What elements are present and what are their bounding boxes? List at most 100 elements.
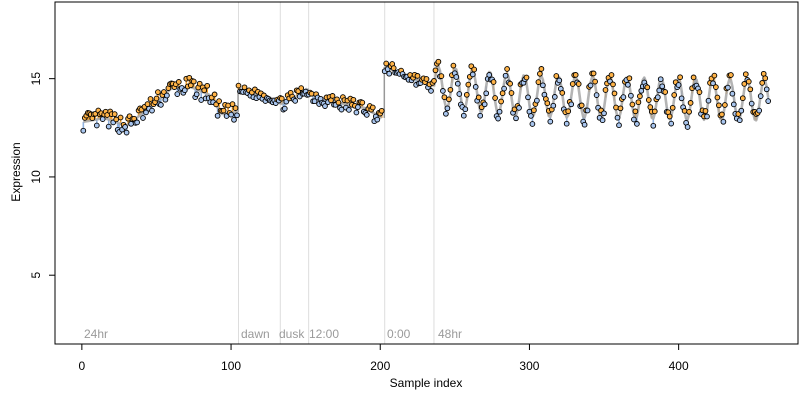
y-tick-label: 15 (29, 72, 43, 86)
data-point (438, 73, 445, 79)
data-point (99, 116, 106, 122)
data-point (390, 65, 397, 71)
data-point (677, 74, 683, 81)
data-point (350, 96, 357, 103)
data-point (572, 72, 579, 78)
data-point (147, 96, 154, 102)
data-point (650, 122, 657, 129)
fit-line-group (83, 65, 770, 128)
data-point (446, 96, 452, 103)
data-point (216, 98, 222, 104)
y-tick-label: 10 (29, 170, 43, 184)
data-point (80, 127, 87, 134)
data-point (590, 70, 597, 77)
data-point (140, 115, 146, 121)
data-point (644, 84, 651, 91)
data-point (704, 113, 710, 120)
data-point (757, 93, 764, 99)
data-point (602, 87, 609, 93)
data-point (435, 58, 442, 65)
data-point (669, 104, 676, 111)
data-point (472, 84, 479, 90)
data-point (538, 66, 545, 72)
data-point (507, 80, 513, 87)
data-point (666, 113, 673, 120)
data-point (678, 95, 685, 102)
data-point (671, 92, 678, 98)
data-points (80, 58, 772, 136)
data-point (756, 107, 763, 114)
data-point (681, 108, 688, 114)
x-tick-label: 0 (79, 359, 86, 373)
data-point (278, 95, 285, 102)
data-point (462, 106, 469, 113)
y-axis: 5 10 15 (29, 72, 56, 279)
data-point (153, 95, 160, 102)
data-point (432, 67, 439, 74)
data-point (748, 100, 755, 107)
data-point (537, 70, 543, 77)
data-point (616, 122, 622, 129)
data-point (481, 101, 488, 108)
data-point (714, 94, 721, 101)
data-point (763, 86, 770, 93)
data-point (335, 99, 342, 106)
data-point (498, 98, 504, 105)
data-point (719, 111, 725, 118)
data-point (722, 102, 728, 108)
x-tick-label: 200 (370, 359, 390, 373)
data-point (229, 101, 236, 107)
data-point (529, 121, 536, 127)
data-point (741, 81, 748, 87)
data-point (762, 75, 769, 82)
data-point (134, 119, 140, 126)
data-point (626, 75, 633, 82)
data-point (175, 79, 182, 85)
data-point (696, 89, 703, 95)
region-label-dawn: dawn (241, 327, 270, 341)
data-point (475, 94, 482, 101)
data-point (617, 105, 624, 112)
data-point (745, 78, 752, 85)
data-point (496, 108, 503, 115)
data-point (711, 72, 718, 79)
data-point (620, 94, 627, 100)
data-point (281, 105, 288, 112)
data-point (298, 85, 305, 91)
data-point (575, 81, 582, 87)
data-point (662, 89, 669, 95)
data-point (359, 99, 366, 106)
data-point (635, 99, 642, 106)
data-point (490, 79, 497, 85)
data-point (631, 116, 637, 123)
y-axis-title: Expression (9, 142, 23, 201)
data-point (158, 102, 164, 108)
data-point (544, 100, 551, 107)
data-point (447, 86, 454, 93)
data-point (308, 90, 315, 97)
data-point (460, 112, 467, 119)
data-point (241, 84, 248, 91)
plot-frame (54, 1, 799, 345)
region-label-noon: 12:00 (309, 327, 339, 341)
x-axis: 0 100 200 300 400 (79, 343, 689, 373)
data-point (204, 82, 211, 89)
x-axis-title: Sample index (390, 376, 463, 390)
data-point (550, 102, 557, 109)
data-point (738, 107, 745, 114)
data-point (651, 108, 658, 115)
data-point (565, 108, 572, 115)
data-point (363, 112, 370, 118)
data-point (477, 112, 484, 119)
data-point (353, 109, 360, 116)
data-point (599, 117, 606, 124)
data-point (747, 86, 754, 93)
data-point (531, 107, 537, 114)
data-point (739, 95, 746, 102)
data-point (637, 93, 643, 100)
data-point (128, 120, 134, 127)
data-point (611, 90, 618, 97)
data-point (123, 129, 130, 136)
region-label-midnight: 0:00 (387, 327, 411, 341)
